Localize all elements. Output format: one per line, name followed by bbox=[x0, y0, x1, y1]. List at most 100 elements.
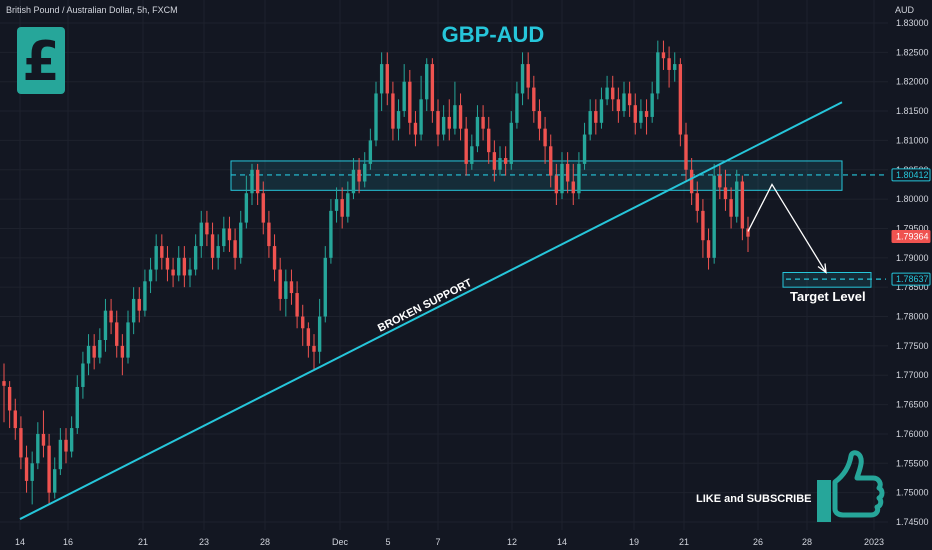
candle-body bbox=[92, 345, 96, 358]
price-tick-label: 1.74500 bbox=[896, 517, 929, 527]
candle-body bbox=[611, 87, 615, 100]
candle-body bbox=[36, 433, 40, 464]
time-tick-label: 21 bbox=[679, 537, 689, 547]
candle-body bbox=[673, 64, 677, 70]
candle bbox=[408, 69, 412, 135]
candle bbox=[131, 287, 136, 335]
candle-body bbox=[627, 93, 632, 106]
candle-body bbox=[526, 64, 530, 88]
candle bbox=[644, 99, 649, 135]
candle-body bbox=[689, 169, 694, 194]
svg-text:£: £ bbox=[22, 30, 60, 93]
time-tick-label: Dec bbox=[332, 537, 349, 547]
candle-body bbox=[396, 111, 401, 129]
candle bbox=[616, 87, 621, 123]
candle bbox=[746, 216, 750, 252]
candle-body bbox=[701, 210, 705, 241]
candle-body bbox=[64, 439, 68, 452]
candle-body bbox=[391, 93, 395, 129]
candle bbox=[419, 75, 423, 141]
time-tick-label: 28 bbox=[260, 537, 270, 547]
candles-layer bbox=[2, 40, 750, 505]
candle-body bbox=[605, 87, 609, 100]
price-tick-label: 1.81500 bbox=[896, 106, 929, 116]
candle bbox=[36, 422, 40, 470]
candle-body bbox=[374, 93, 378, 141]
candle-body bbox=[503, 158, 508, 164]
candle-body bbox=[413, 122, 418, 135]
price-tags: 1.80412 1.79364 1.78637 bbox=[891, 168, 931, 286]
candle bbox=[571, 163, 575, 205]
candle bbox=[261, 181, 265, 235]
candle-body bbox=[492, 152, 497, 170]
candle-body bbox=[126, 322, 130, 358]
candle-body bbox=[295, 293, 299, 317]
candle bbox=[120, 334, 125, 376]
candle-body bbox=[436, 111, 440, 135]
candle-body bbox=[306, 328, 311, 346]
candle-body bbox=[346, 193, 350, 217]
candle bbox=[475, 105, 480, 153]
candle bbox=[109, 298, 113, 335]
candle-body bbox=[487, 128, 491, 153]
candle-body bbox=[718, 175, 722, 188]
candle bbox=[396, 99, 401, 141]
candle bbox=[278, 257, 282, 311]
candle-body bbox=[565, 163, 570, 182]
candle bbox=[199, 210, 203, 258]
grid-lines bbox=[0, 0, 888, 530]
candle-body bbox=[368, 140, 373, 164]
candle bbox=[289, 269, 294, 305]
price-tick-label: 1.78000 bbox=[896, 312, 929, 322]
candle-body bbox=[441, 116, 446, 135]
candle-body bbox=[571, 181, 575, 194]
broken-support-label: BROKEN SUPPORT bbox=[376, 277, 474, 335]
candle bbox=[554, 163, 559, 205]
price-tag: 1.78637 bbox=[891, 272, 931, 286]
candle-body bbox=[210, 234, 215, 258]
candle-body bbox=[120, 345, 125, 358]
price-tick-label: 1.75500 bbox=[896, 458, 929, 468]
candle-body bbox=[740, 181, 745, 229]
candle-body bbox=[103, 310, 108, 341]
time-tick-label: 14 bbox=[557, 537, 567, 547]
candle bbox=[368, 128, 373, 170]
price-tick-label: 1.82000 bbox=[896, 77, 929, 87]
candle bbox=[611, 75, 615, 112]
candle bbox=[526, 52, 530, 100]
candle-body bbox=[98, 340, 102, 358]
time-axis[interactable]: 14 16 21 23 28 Dec 5 7 12 14 19 21 26 28 2023 bbox=[15, 537, 884, 547]
candle-body bbox=[357, 169, 361, 182]
price-tick-label: 1.76500 bbox=[896, 400, 929, 410]
candle-body bbox=[543, 128, 547, 147]
candle-body bbox=[408, 81, 412, 123]
candle bbox=[650, 81, 654, 123]
candle bbox=[188, 257, 192, 288]
target-level-label: Target Level bbox=[790, 289, 866, 304]
time-tick-label: 12 bbox=[507, 537, 517, 547]
candle bbox=[143, 269, 147, 317]
candle bbox=[701, 199, 705, 258]
candle bbox=[740, 175, 745, 241]
price-axis[interactable]: 1.830001.825001.820001.815001.810001.805… bbox=[896, 18, 929, 527]
candle-body bbox=[143, 281, 147, 311]
candle bbox=[425, 58, 429, 112]
candle-body bbox=[532, 87, 536, 112]
candle bbox=[13, 398, 17, 440]
candle bbox=[323, 246, 327, 323]
candle bbox=[160, 234, 164, 270]
candle-body bbox=[577, 163, 581, 194]
price-tag: 1.79364 bbox=[891, 229, 931, 243]
candle-body bbox=[633, 105, 637, 123]
candle-body bbox=[199, 222, 203, 247]
candle-body bbox=[131, 298, 136, 323]
price-tick-label: 1.77000 bbox=[896, 370, 929, 380]
candle-body bbox=[75, 386, 79, 429]
candle bbox=[103, 298, 108, 352]
candle-body bbox=[509, 122, 513, 164]
candle bbox=[301, 304, 305, 346]
candle-body bbox=[47, 445, 51, 493]
candle-body bbox=[712, 175, 716, 258]
